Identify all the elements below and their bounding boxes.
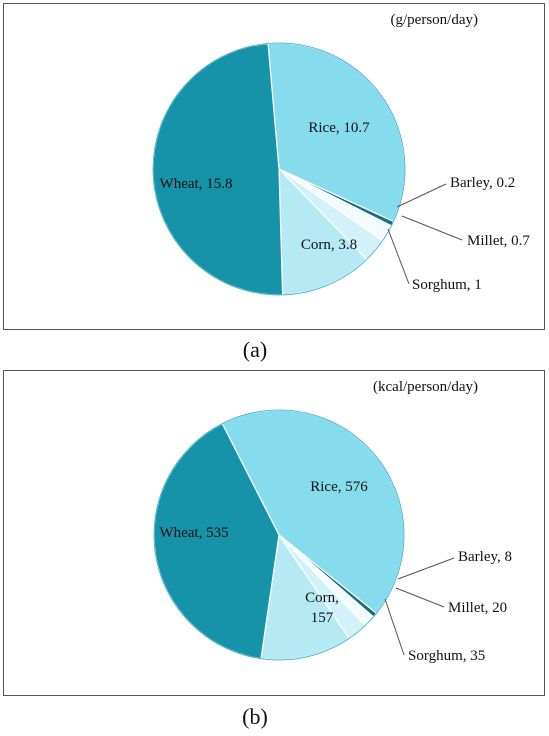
unit-label: (g/person/day) [390, 12, 478, 28]
leader-line-millet [401, 215, 463, 241]
leader-line-sorghum [387, 228, 410, 285]
panel-caption-b: (b) [242, 704, 268, 729]
leader-line-sorghum [384, 598, 405, 656]
panel-caption-a: (a) [242, 337, 268, 362]
slice-label-sorghum: Sorghum, 35 [408, 648, 485, 664]
slice-label-wheat: Wheat, 15.8 [160, 176, 233, 192]
slice-label-rice: Rice, 576 [310, 479, 368, 495]
chart-panel-b: (kcal/person/day) Rice, 576 Barley, 8 Mill… [3, 370, 545, 696]
chart-panel-a: (g/person/day) Rice, 10.7 Barley, 0.2 Mill… [3, 3, 545, 330]
pie-slice-wheat [152, 42, 284, 296]
pie-outline [152, 42, 406, 296]
leader-line-millet [395, 587, 445, 608]
leader-line-barley [397, 557, 455, 580]
slice-label-millet: Millet, 0.7 [467, 233, 530, 249]
pie-chart-b: Rice, 576 Barley, 8 Millet, 20 Sorghum, 35 C… [153, 409, 512, 664]
slice-label-millet: Millet, 20 [448, 600, 507, 616]
pie-outline [153, 409, 405, 661]
leader-line-barley [396, 183, 447, 208]
pie-chart-a: Rice, 10.7 Barley, 0.2 Millet, 0.7 Sorghum,… [152, 42, 530, 296]
slice-label-corn: Corn, 157 [305, 590, 339, 626]
slice-label-barley: Barley, 0.2 [450, 175, 515, 191]
slice-label-sorghum: Sorghum, 1 [412, 277, 482, 293]
unit-label: (kcal/person/day) [373, 379, 478, 395]
slice-label-wheat: Wheat, 535 [159, 525, 228, 541]
slice-label-rice: Rice, 10.7 [308, 120, 370, 136]
slice-label-barley: Barley, 8 [458, 549, 512, 565]
slice-label-corn: Corn, 3.8 [301, 237, 357, 253]
